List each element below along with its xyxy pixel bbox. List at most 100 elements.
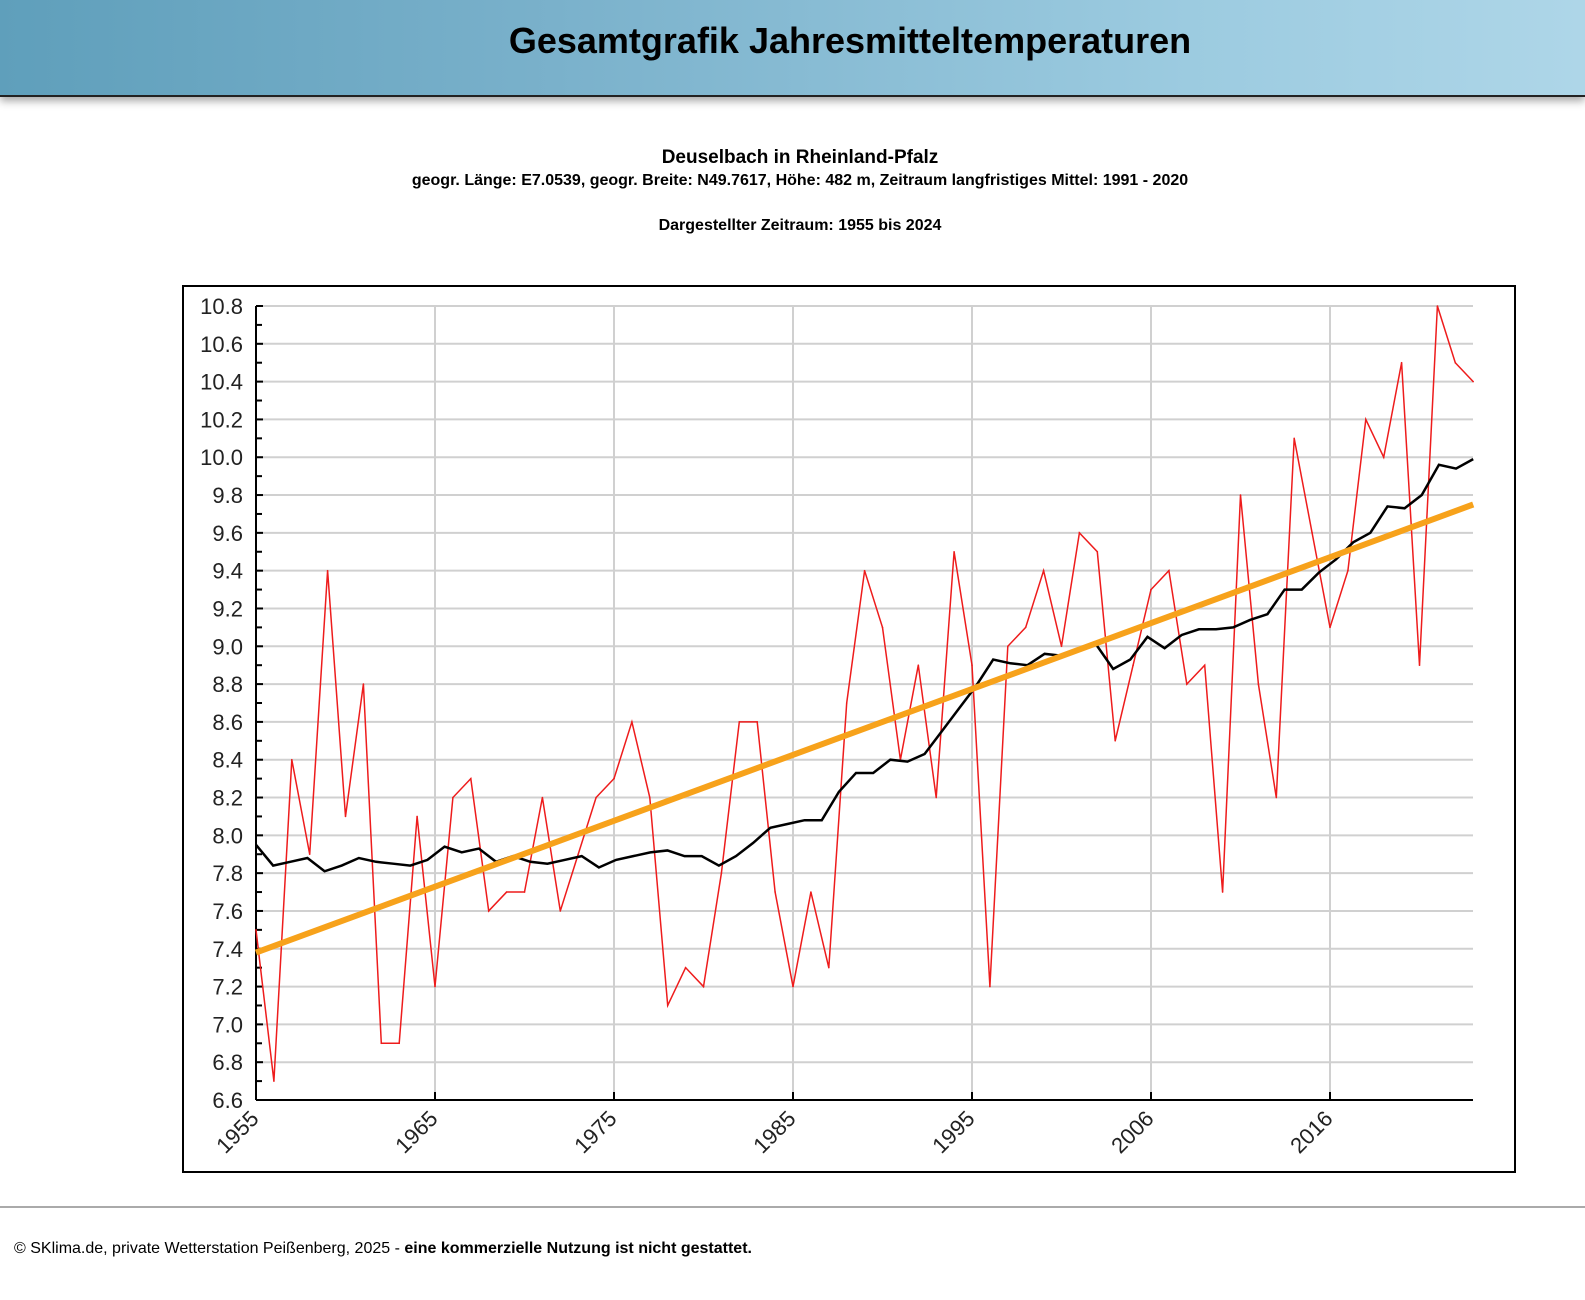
annual-mean-point bbox=[863, 569, 866, 572]
annual-mean-point bbox=[1293, 437, 1295, 440]
annual-mean-point bbox=[1329, 626, 1331, 629]
annual-mean-point bbox=[559, 910, 562, 912]
y-tick-label: 6.6 bbox=[212, 1088, 243, 1113]
annual-mean-point bbox=[971, 664, 973, 666]
annual-mean-point bbox=[881, 626, 884, 629]
annual-mean-point bbox=[1365, 418, 1367, 421]
x-tick-label: 1975 bbox=[569, 1106, 621, 1158]
displayed-period: Dargestellter Zeitraum: 1955 bis 2024 bbox=[658, 217, 942, 234]
annual-mean-point bbox=[1436, 305, 1439, 307]
y-tick-label: 8.2 bbox=[212, 786, 243, 811]
annual-mean-point bbox=[989, 985, 991, 988]
annual-mean-point bbox=[1024, 626, 1027, 629]
annual-mean-point bbox=[613, 777, 615, 780]
annual-mean-point bbox=[810, 891, 812, 893]
annual-mean-point bbox=[1275, 796, 1278, 799]
y-tick-label: 7.4 bbox=[212, 937, 243, 962]
annual-mean-point bbox=[756, 721, 758, 723]
annual-mean-point bbox=[1203, 664, 1206, 666]
annual-mean-point bbox=[649, 796, 651, 799]
y-tick-label: 9.6 bbox=[212, 521, 243, 546]
annual-mean-point bbox=[702, 985, 705, 988]
annual-mean-point bbox=[1472, 380, 1474, 383]
y-tick-label: 7.8 bbox=[212, 861, 243, 886]
y-tick-label: 9.0 bbox=[212, 634, 243, 659]
x-tick-label: 2016 bbox=[1285, 1106, 1337, 1158]
annual-mean-point bbox=[1239, 494, 1242, 496]
annual-mean-point bbox=[308, 853, 311, 856]
annual-mean-point bbox=[666, 1004, 669, 1007]
x-tick-label: 1985 bbox=[748, 1106, 800, 1158]
trend-line bbox=[254, 501, 1475, 956]
annual-mean-point bbox=[470, 777, 472, 780]
running-mean-line bbox=[255, 458, 1474, 873]
annual-mean-point bbox=[380, 1042, 383, 1045]
annual-mean-point bbox=[1096, 550, 1099, 553]
y-tick-label: 10.6 bbox=[200, 332, 243, 357]
annual-mean-point bbox=[1150, 588, 1152, 591]
annual-mean-point bbox=[487, 910, 490, 912]
annual-mean-point bbox=[1078, 532, 1081, 534]
annual-mean-point bbox=[1060, 645, 1063, 648]
annual-mean-point bbox=[344, 815, 347, 818]
annual-mean-point bbox=[1132, 664, 1134, 666]
chart-subtitles: Deuselbach in Rheinland-Pfalz geogr. Län… bbox=[0, 146, 1585, 235]
y-tick-label: 9.2 bbox=[212, 596, 243, 621]
annual-mean-line bbox=[255, 305, 1474, 1082]
annual-mean-point bbox=[577, 853, 579, 856]
annual-mean-point bbox=[523, 891, 526, 893]
footer-divider bbox=[0, 1206, 1585, 1208]
annual-mean-point bbox=[273, 1080, 275, 1082]
annual-mean-point bbox=[1114, 740, 1116, 742]
annual-mean-point bbox=[541, 796, 544, 799]
copyright-text: © SKlima.de, private Wetterstation Peiße… bbox=[14, 1240, 405, 1257]
annual-mean-point bbox=[1257, 683, 1260, 685]
annual-mean-point bbox=[291, 758, 293, 761]
page-title: Gesamtgrafik Jahresmitteltemperaturen bbox=[508, 20, 1192, 61]
annual-mean-point bbox=[1221, 891, 1224, 893]
annual-mean-point bbox=[326, 569, 329, 572]
chart-frame: 6.6 6.8 7.0 7.2 7.4 7.6 7.8 8.0 8.2 8.4 8.6 8.8 9.0 9… bbox=[182, 285, 1516, 1173]
usage-notice: eine kommerzielle Nutzung ist nicht gest… bbox=[404, 1240, 752, 1257]
annual-mean-point bbox=[792, 985, 794, 988]
y-tick-label: 6.8 bbox=[212, 1050, 243, 1075]
annual-mean-point bbox=[1454, 361, 1457, 364]
page-header: Gesamtgrafik Jahresmitteltemperaturen bbox=[0, 0, 1585, 97]
station-coordinates: geogr. Länge: E7.0539, geogr. Breite: N4… bbox=[411, 172, 1189, 189]
annual-mean-point bbox=[828, 966, 830, 969]
y-tick-label: 7.6 bbox=[212, 899, 243, 924]
x-tick-label: 1995 bbox=[927, 1106, 979, 1158]
annual-mean-point bbox=[505, 891, 508, 893]
station-name: Deuselbach in Rheinland-Pfalz bbox=[661, 147, 939, 168]
temperature-chart: 6.6 6.8 7.0 7.2 7.4 7.6 7.8 8.0 8.2 8.4 8.6 8.8 9.0 9… bbox=[200, 294, 1475, 1158]
annual-mean-point bbox=[434, 985, 436, 988]
x-tick-label: 1965 bbox=[390, 1106, 442, 1158]
annual-mean-point bbox=[595, 796, 597, 799]
annual-mean-point bbox=[1168, 569, 1170, 572]
annual-mean-point bbox=[398, 1042, 400, 1045]
y-tick-label: 8.6 bbox=[212, 710, 243, 735]
y-tick-label: 10.8 bbox=[200, 294, 243, 319]
y-tick-label: 7.0 bbox=[212, 1012, 243, 1037]
y-tick-label: 8.8 bbox=[212, 672, 243, 697]
annual-mean-point bbox=[362, 683, 365, 685]
annual-mean-point bbox=[953, 550, 955, 553]
annual-mean-point bbox=[1347, 569, 1349, 572]
annual-mean-point bbox=[1382, 456, 1385, 459]
annual-mean-point bbox=[1400, 361, 1403, 364]
annual-mean-point bbox=[1186, 683, 1188, 685]
annual-mean-point bbox=[720, 872, 723, 874]
y-tick-label: 10.4 bbox=[200, 370, 243, 395]
annual-mean-point bbox=[935, 796, 937, 799]
annual-mean-point bbox=[1311, 532, 1313, 534]
annual-mean-point bbox=[452, 796, 454, 799]
annual-mean-point bbox=[684, 966, 687, 969]
x-tick-label: 2006 bbox=[1106, 1106, 1158, 1158]
y-tick-label: 10.0 bbox=[200, 445, 243, 470]
y-tick-label: 9.4 bbox=[212, 559, 243, 584]
annual-mean-point bbox=[774, 891, 776, 893]
y-tick-label: 7.2 bbox=[212, 975, 243, 1000]
annual-mean-point bbox=[631, 721, 633, 723]
annual-mean-point bbox=[917, 664, 920, 666]
annual-mean-point bbox=[1418, 664, 1421, 666]
